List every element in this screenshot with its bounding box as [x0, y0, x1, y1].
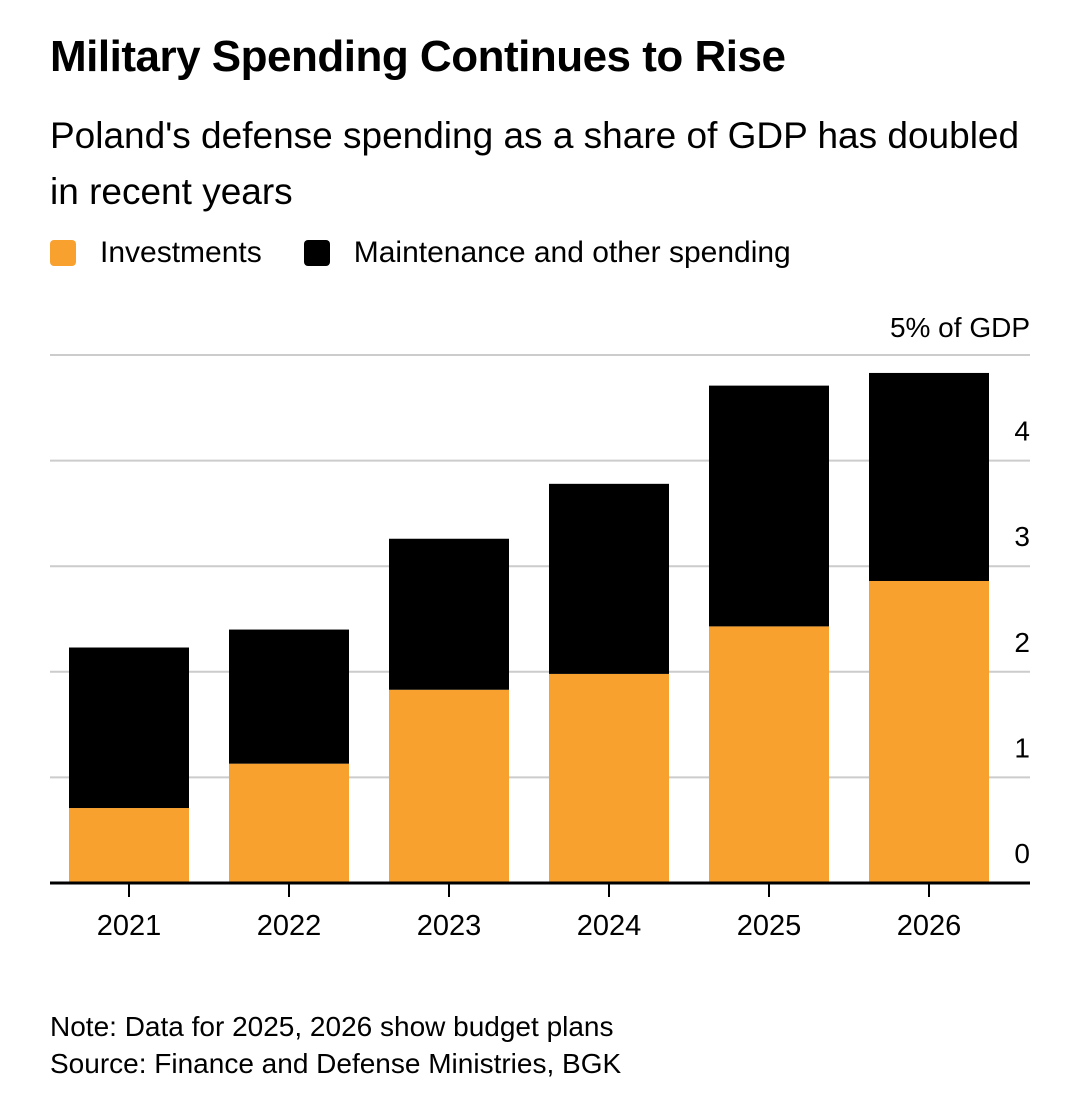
bar-maintenance-2024 [549, 483, 669, 674]
chart-title: Military Spending Continues to Rise [50, 32, 786, 81]
x-tick-label: 2023 [417, 910, 482, 942]
y-tick-label: 3 [1014, 521, 1030, 552]
bar-investments-2022 [229, 763, 349, 883]
bar-maintenance-2022 [229, 629, 349, 764]
x-tick-label: 2021 [97, 910, 162, 942]
bar-investments-2023 [389, 689, 509, 883]
legend-swatch-investments [50, 240, 76, 266]
legend-label: Maintenance and other spending [353, 236, 791, 269]
note-text: Note: Data for 2025, 2026 show budget pl… [50, 1011, 614, 1042]
bar-investments-2024 [549, 673, 669, 883]
chart-subtitle: Poland's defense spending as a share of … [50, 115, 1020, 212]
legend-item-maintenance: Maintenance and other spending [303, 236, 791, 270]
bar-maintenance-2021 [69, 647, 189, 809]
x-tick-label: 2022 [257, 910, 322, 942]
bar-maintenance-2025 [709, 385, 829, 627]
x-tick-label: 2026 [897, 910, 962, 942]
source-text: Source: Finance and Defense Ministries, … [50, 1048, 622, 1079]
bar-investments-2021 [69, 808, 189, 883]
legend-swatch-maintenance [303, 240, 330, 266]
bar-maintenance-2026 [869, 372, 989, 581]
legend-item-investments: Investments [50, 236, 262, 270]
y-tick-label: 0 [1014, 838, 1030, 869]
y-tick-label: 2 [1014, 627, 1030, 658]
legend: Investments Maintenance and other spendi… [50, 236, 833, 270]
x-tick-label: 2025 [737, 910, 802, 942]
y-tick-label: 1 [1014, 732, 1030, 763]
bar-investments-2025 [709, 626, 829, 883]
legend-label: Investments [100, 236, 262, 269]
bar-investments-2026 [869, 580, 989, 883]
x-tick-label: 2024 [577, 910, 642, 942]
y-tick-label: 4 [1014, 416, 1030, 447]
y-tick-label: 5% of GDP [890, 312, 1030, 343]
bar-maintenance-2023 [389, 538, 509, 690]
footnote: Note: Data for 2025, 2026 show budget pl… [50, 1008, 621, 1082]
